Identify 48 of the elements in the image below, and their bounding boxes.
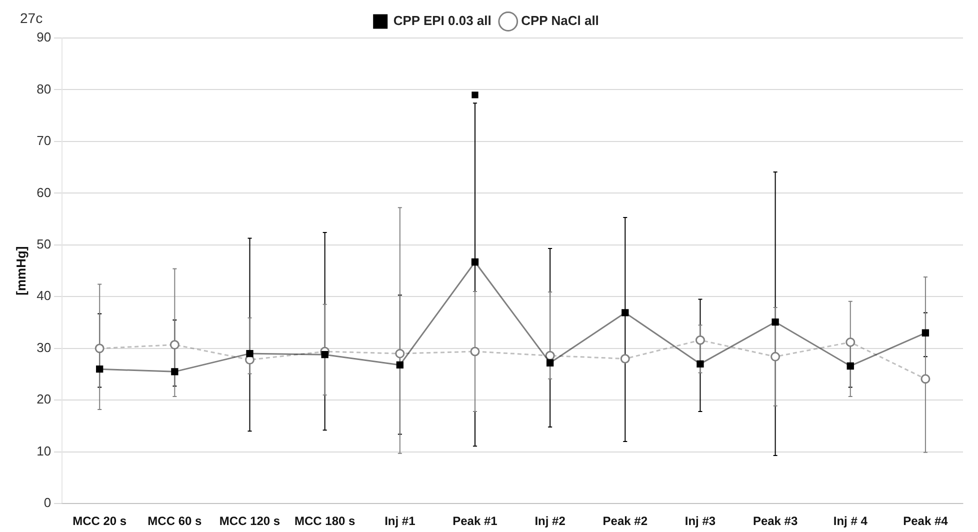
x-tick-label: Peak #1 [452,514,498,528]
legend-label: CPP EPI 0.03 all [393,13,492,28]
point [321,351,328,358]
point [94,344,104,354]
point [470,346,480,356]
y-axis-title: [mmHg] [13,246,28,296]
point [396,361,404,369]
x-tick-label: Inj #3 [684,514,716,528]
point [545,350,555,360]
y-tick-label: 60 [36,184,52,200]
y-tick-label: 30 [36,340,52,355]
text: 27c [20,10,43,26]
y-tick-label: 10 [36,443,52,458]
point [622,309,629,316]
point [696,360,704,368]
point [846,362,854,370]
point [395,348,405,358]
y-tick-label: 80 [36,81,52,96]
x-tick-label: MCC 20 s [72,514,127,528]
point [620,354,630,364]
x-tick-label: MCC 60 s [148,514,202,528]
x-tick-label: MCC 120 s [219,514,280,528]
y-tick-label: 40 [36,288,52,304]
y-tick-label: 70 [36,133,52,148]
x-tick-label: Peak #2 [602,514,648,528]
point [246,350,254,358]
point [695,335,705,345]
point [171,368,178,376]
point [922,329,930,336]
y-tick-label: 50 [36,236,52,252]
y-tick-label: 0 [44,495,52,510]
point [920,374,930,384]
point [770,352,780,362]
legend-label: CPP NaCl all [521,13,599,28]
x-tick-label: MCC 180 s [294,514,356,528]
x-tick-label: Inj #2 [534,514,566,528]
point [96,366,104,373]
point [772,318,779,326]
y-tick-label: 90 [36,30,52,45]
point [546,359,554,366]
point [170,340,180,350]
x-tick-label: Peak #3 [752,514,798,528]
x-tick-label: Inj #1 [384,514,416,528]
point [846,337,856,347]
x-tick-label: Peak #4 [903,514,948,528]
y-tick-label: 20 [36,392,52,407]
point [471,258,479,266]
x-tick-label: Inj # 4 [833,514,868,528]
